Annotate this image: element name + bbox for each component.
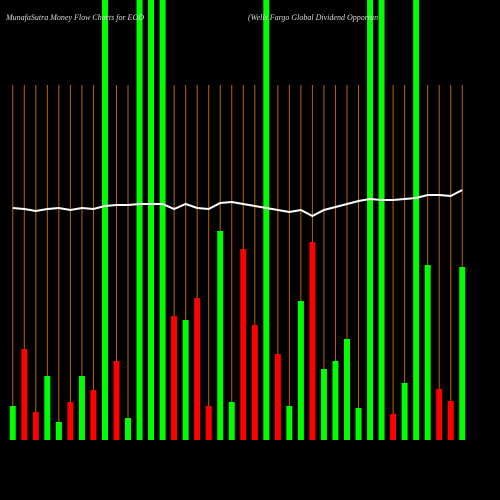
bar bbox=[320, 369, 327, 440]
bar bbox=[263, 0, 270, 440]
price-line bbox=[12, 189, 463, 218]
bar bbox=[355, 408, 362, 440]
bar bbox=[228, 402, 235, 440]
bar bbox=[55, 422, 62, 440]
bar bbox=[9, 406, 16, 440]
bar bbox=[286, 406, 293, 440]
bar bbox=[194, 298, 201, 440]
bar bbox=[424, 265, 431, 440]
bar bbox=[447, 401, 454, 440]
chart-subtitle: (Wells Fargo Global Dividend Opportun bbox=[248, 13, 378, 22]
bar bbox=[101, 0, 108, 440]
bar bbox=[205, 406, 212, 440]
bar bbox=[78, 376, 85, 440]
bar bbox=[459, 267, 466, 440]
bar bbox=[274, 354, 281, 440]
bar bbox=[390, 414, 397, 440]
bar bbox=[148, 0, 155, 440]
bar bbox=[309, 242, 316, 440]
bar bbox=[159, 0, 166, 440]
bar bbox=[44, 376, 51, 440]
bar bbox=[90, 390, 97, 440]
bar bbox=[332, 361, 339, 440]
bar bbox=[125, 418, 132, 440]
bar bbox=[367, 0, 374, 440]
bar bbox=[297, 301, 304, 440]
bar bbox=[171, 316, 178, 440]
bar bbox=[343, 339, 350, 440]
bar bbox=[251, 325, 258, 440]
bar bbox=[67, 402, 74, 440]
bar bbox=[413, 0, 420, 440]
bar bbox=[182, 320, 189, 440]
bar bbox=[240, 249, 247, 440]
bar bbox=[436, 389, 443, 440]
bar bbox=[21, 349, 28, 440]
bar bbox=[32, 412, 39, 440]
bar bbox=[217, 231, 224, 440]
bar bbox=[401, 383, 408, 440]
bar bbox=[113, 361, 120, 440]
bar bbox=[136, 0, 143, 440]
bar bbox=[378, 0, 385, 440]
chart-title: MunafaSutra Money Flow Charts for EOD bbox=[5, 13, 144, 22]
